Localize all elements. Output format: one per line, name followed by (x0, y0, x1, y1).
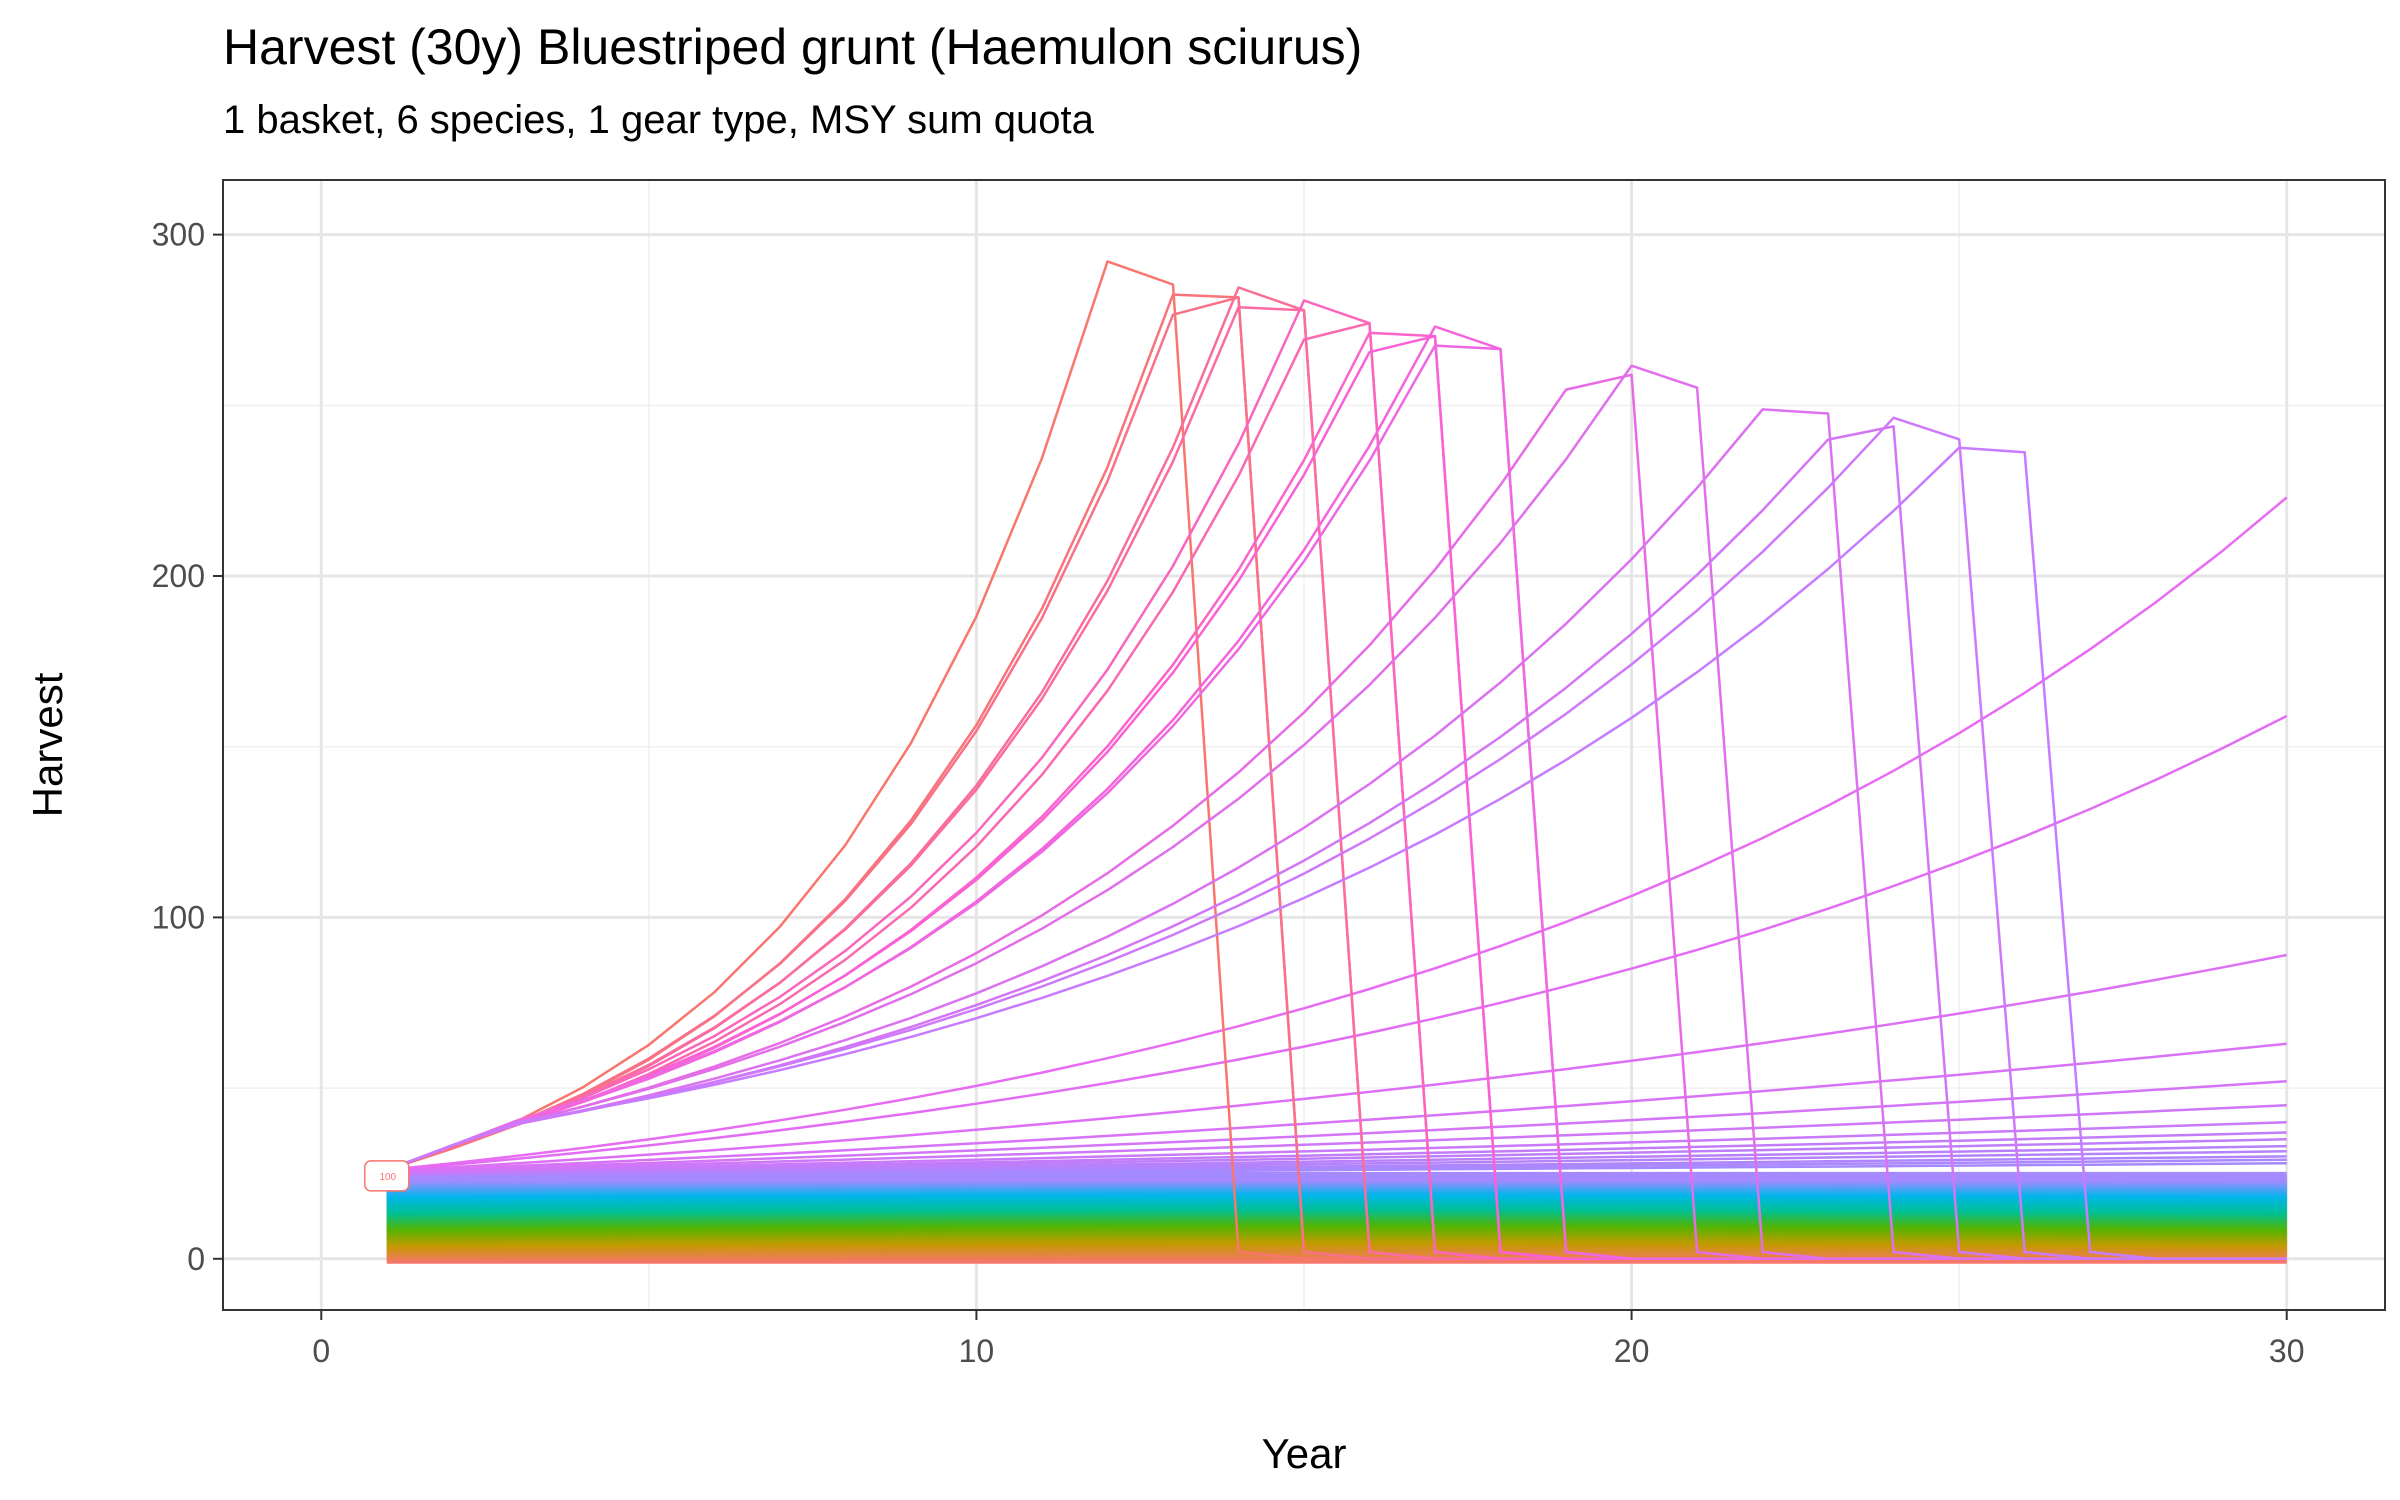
y-tick-label: 300 (152, 217, 205, 253)
series-lines (386, 260, 2288, 1264)
chart-title: Harvest (30y) Bluestriped grunt (Haemulo… (223, 19, 1363, 75)
y-tick-label: 100 (152, 899, 205, 935)
series-line (386, 714, 2288, 1172)
panel-border (222, 179, 2386, 1311)
x-tick-label: 0 (312, 1333, 330, 1369)
series-line (386, 953, 2287, 1173)
series-line (386, 1080, 2287, 1174)
start-label-box (364, 1160, 410, 1192)
series-line (386, 1042, 2287, 1173)
x-tick-label: 20 (1614, 1333, 1650, 1369)
series-line (386, 1103, 2287, 1174)
series-line (386, 446, 2287, 1261)
y-axis-title: Harvest (24, 672, 71, 817)
series-line (386, 408, 2287, 1261)
series-line (386, 496, 2288, 1172)
series-line (386, 373, 2287, 1261)
start-label-text: 100 (379, 1172, 396, 1183)
series-line (386, 416, 2287, 1261)
series-line (386, 1144, 2287, 1176)
y-tick-label: 0 (187, 1241, 205, 1277)
x-axis-title: Year (1262, 1430, 1347, 1477)
y-tick-label: 200 (152, 558, 205, 594)
x-tick-label: 30 (2269, 1333, 2305, 1369)
series-line (386, 1120, 2287, 1175)
series-line (386, 1138, 2287, 1176)
start-label: 100 (364, 1160, 410, 1192)
chart-subtitle: 1 basket, 6 species, 1 gear type, MSY su… (223, 98, 1094, 142)
series-line (386, 1131, 2287, 1175)
x-tick-label: 10 (959, 1333, 995, 1369)
